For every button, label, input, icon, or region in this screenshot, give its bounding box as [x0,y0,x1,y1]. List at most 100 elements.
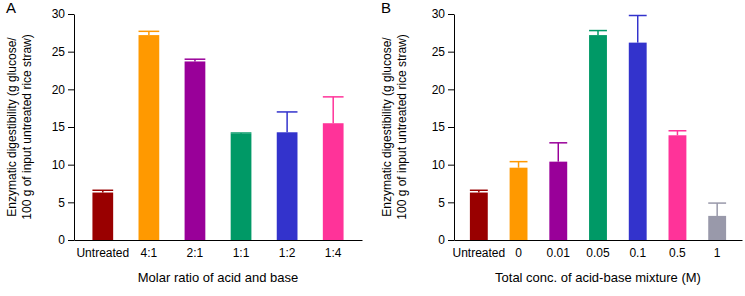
error-bar [510,162,528,168]
tick-mark [68,52,74,53]
tick-mark [448,165,454,166]
tick: 20 [52,83,74,97]
tick-label: 20 [52,83,66,97]
bar [185,61,206,240]
tick: 5 [58,196,74,210]
tick-mark [68,202,74,203]
x-axis-title: Total conc. of acid-base mixture (M) [495,270,701,285]
error-cap [277,111,298,113]
error-line [332,97,334,123]
tick-label: 1:2 [279,246,296,260]
error-cap [470,190,488,192]
tick: 1:1 [233,240,250,260]
bar [708,216,726,240]
tick-label: 4:1 [141,246,158,260]
axis-line [454,15,455,241]
error-bar [92,190,113,192]
tick: 1:2 [279,240,296,260]
tick: 25 [52,45,74,59]
tick: 4:1 [141,240,158,260]
tick: Untreated [76,240,129,260]
tick-mark [68,89,74,90]
bar [589,35,607,240]
tick-label: 20 [432,83,446,97]
tick-label: 5 [58,196,65,210]
tick-label: 15 [52,120,66,134]
tick-label: 25 [432,45,446,59]
tick-label: 2:1 [187,246,204,260]
tick-label: 0.01 [547,246,571,260]
tick-label: 15 [432,120,446,134]
panel-label: A [6,0,16,16]
axis-line [74,15,75,241]
tick: 20 [432,83,454,97]
error-bar [589,31,607,36]
error-line [286,112,288,132]
error-bar [185,59,206,61]
bar [139,35,160,240]
tick: 0 [438,233,454,247]
tick-mark [68,165,74,166]
tick: 15 [52,120,74,134]
tick-label: 1 [714,246,721,260]
tick-label: 0.1 [629,246,646,260]
tick: 30 [52,7,74,21]
y-axis: 0 5 10 15 20 25 30 [52,7,75,247]
bar [323,123,344,240]
bar [92,193,113,240]
tick: 10 [432,158,454,172]
axis-line [455,240,743,241]
y-axis: 051015202530 [432,7,455,247]
error-cap [589,30,607,32]
tick: 15 [432,120,454,134]
error-cap [185,58,206,60]
error-cap [549,142,567,144]
tick-label: 30 [52,7,66,21]
error-bar [277,112,298,132]
error-line [637,16,639,43]
tick-label: 10 [52,158,66,172]
error-line [518,162,520,168]
axis-line [75,240,363,241]
tick-label: 0.5 [669,246,686,260]
error-bar [231,133,252,135]
tick-label: Untreated [452,246,505,260]
tick-label: 1:4 [325,246,342,260]
tick: 0.5 [669,240,686,260]
error-bar [669,131,687,136]
error-bar [470,190,488,192]
tick-mark [68,127,74,128]
bar [629,43,647,240]
panel: 051015202530Untreated00.010.050.10.51Tot… [380,0,743,285]
error-cap [708,202,726,204]
tick-mark [448,89,454,90]
panel: 051015202530Untreated4:12:11:11:21:4Mola… [5,0,363,285]
error-cap [323,96,344,98]
error-cap [231,132,252,134]
tick: 0 [58,233,74,247]
tick: 1 [714,240,721,260]
tick-label: 0 [438,233,445,247]
error-bar [139,31,160,35]
y-axis-title: 100 g of input untreated rice straw) [395,34,409,219]
y-axis-title: Enzymatic digestibility (g glucose/ [5,37,19,217]
x-axis: Untreated 4:1 2:1 1:1 1:2 1:4 [75,240,363,260]
bar [470,193,488,240]
tick-mark [448,127,454,128]
tick-label: 10 [432,158,446,172]
tick: 0.05 [586,240,610,260]
tick-label: 0.05 [586,246,610,260]
error-cap [629,15,647,17]
bar [549,162,567,240]
tick-label: 0 [515,246,522,260]
tick: 1:4 [325,240,342,260]
tick: 25 [432,45,454,59]
tick: Untreated [452,240,505,260]
plot-area [470,16,726,240]
tick-mark [448,52,454,53]
tick: 0 [515,240,522,260]
bar [277,132,298,240]
tick: 0.1 [629,240,646,260]
bar [669,135,687,240]
tick-label: 0 [58,233,65,247]
